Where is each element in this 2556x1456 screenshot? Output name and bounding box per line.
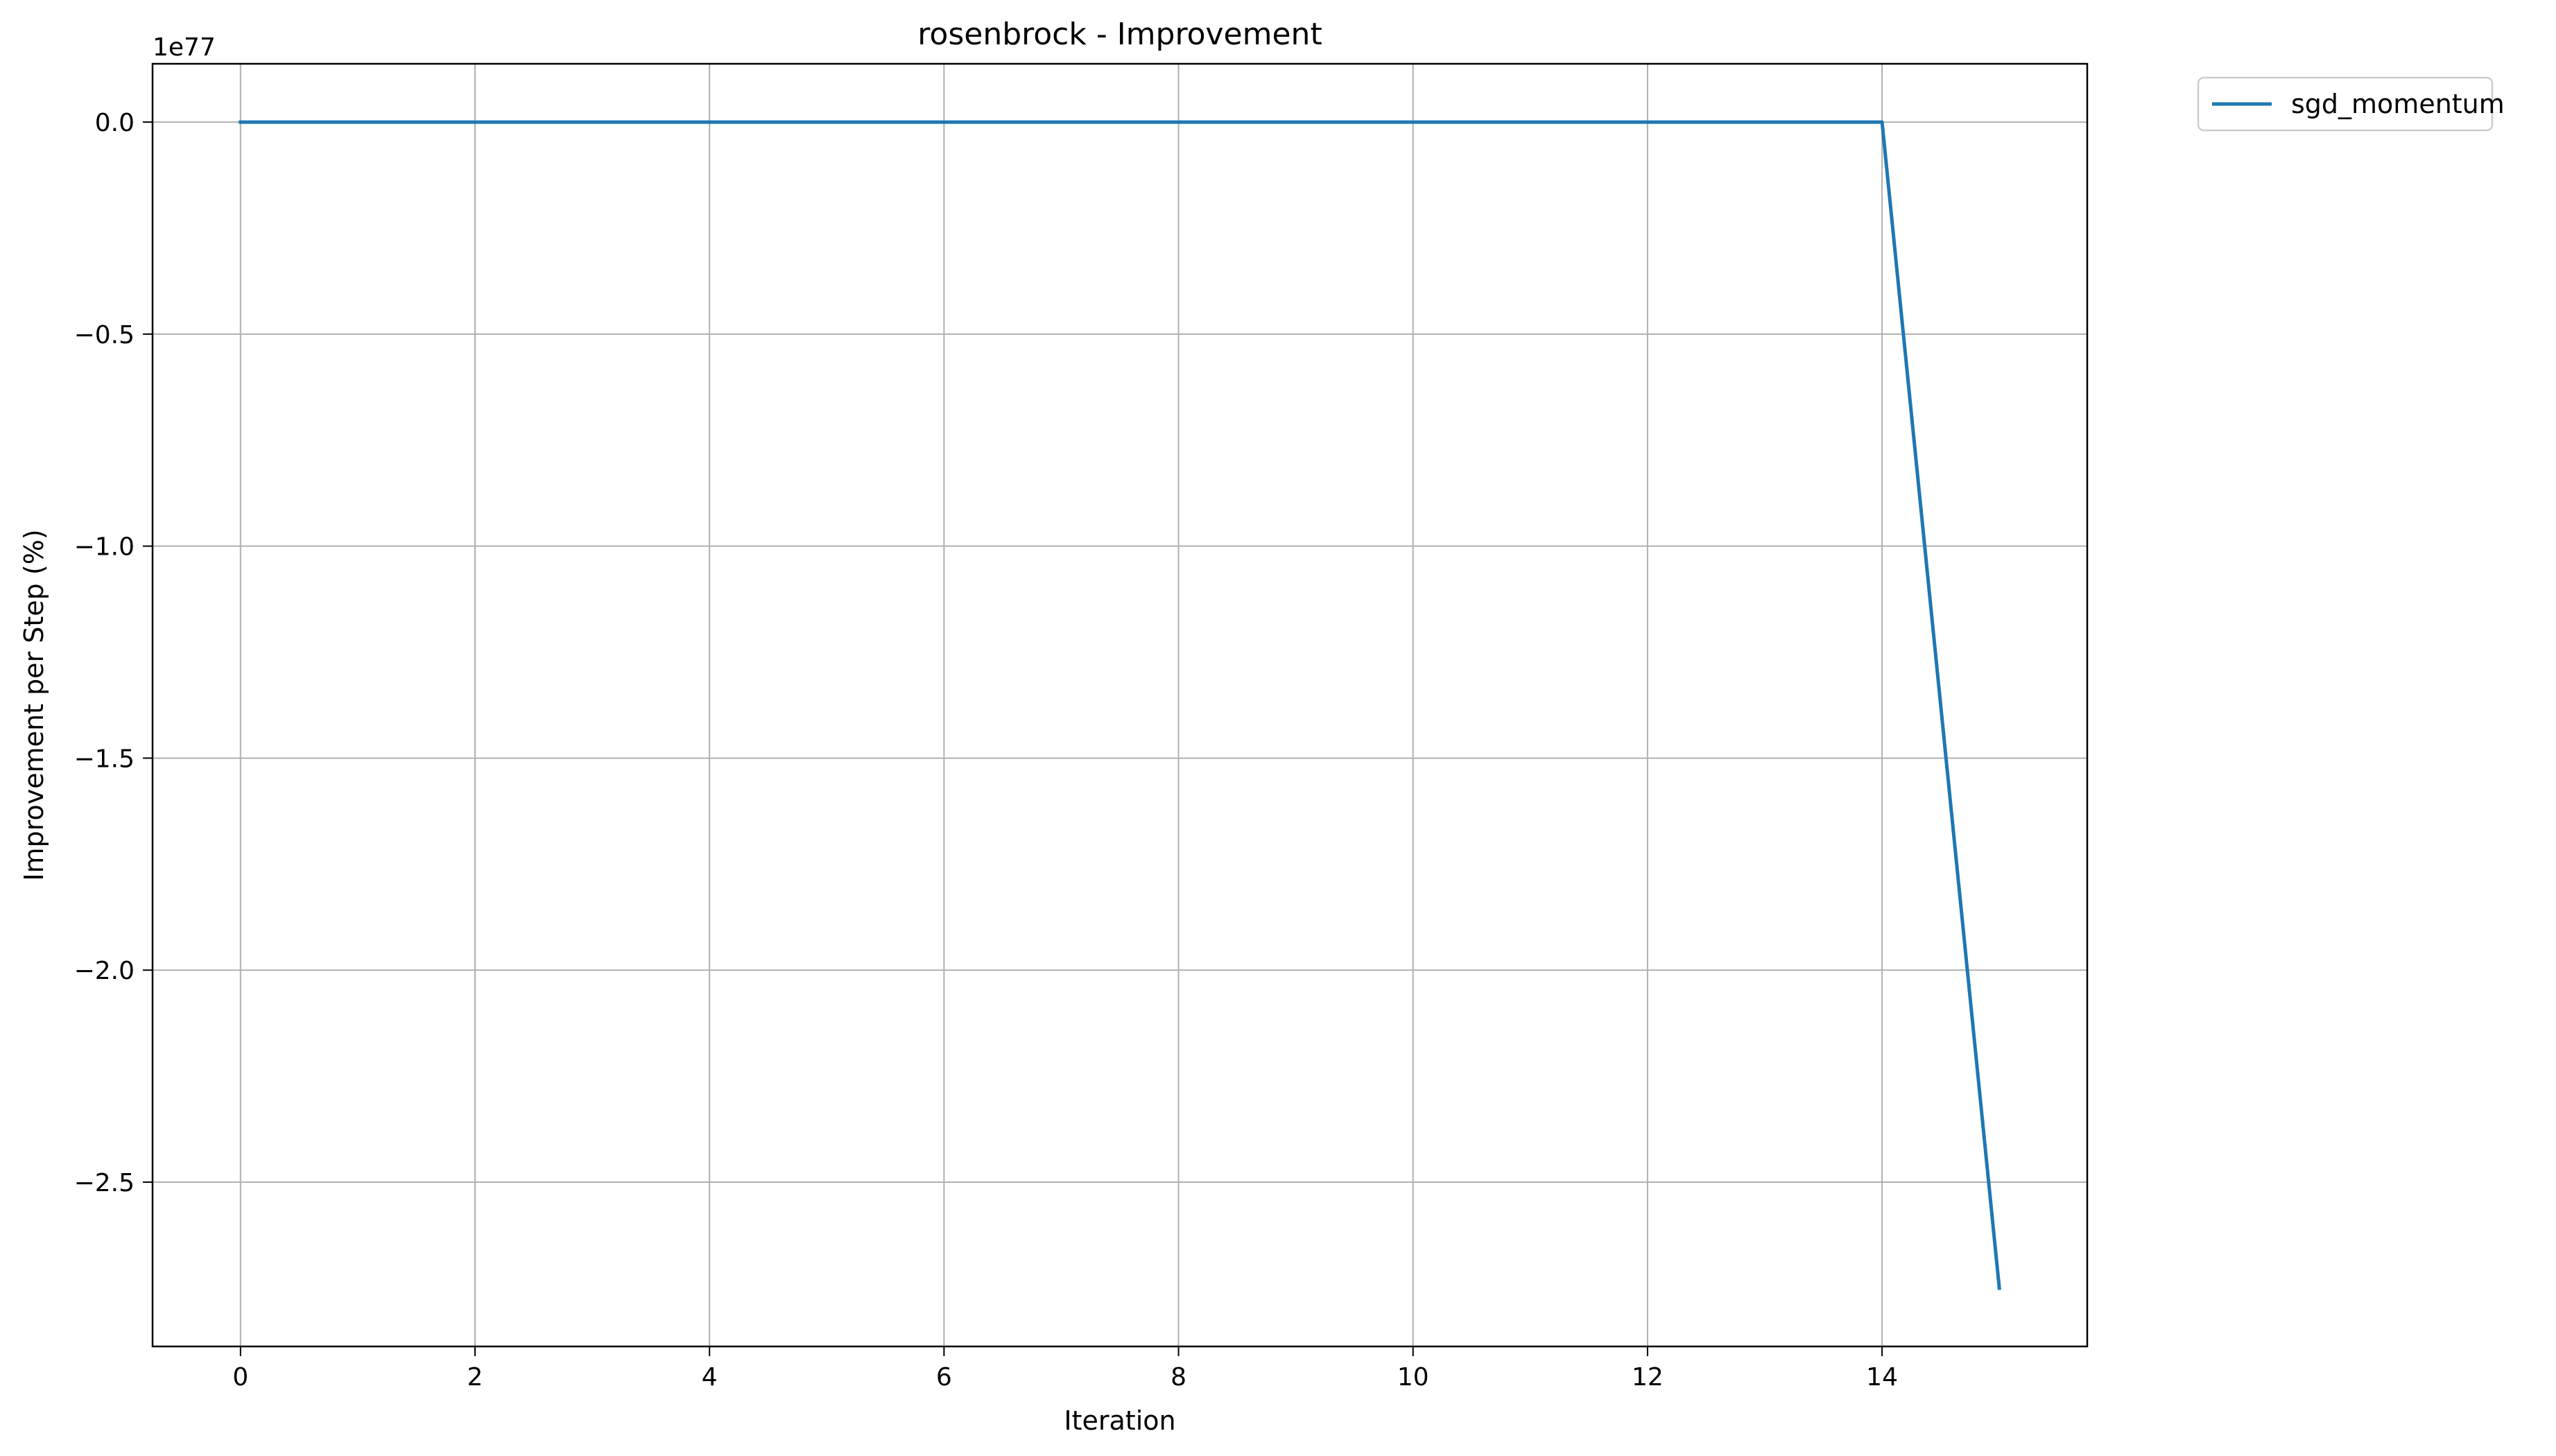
y-tick-label: −0.5 bbox=[74, 321, 135, 349]
y-tick-label: −1.0 bbox=[74, 533, 135, 562]
grid-lines bbox=[153, 64, 2087, 1346]
x-tick-label: 0 bbox=[232, 1363, 248, 1392]
series-lines bbox=[239, 120, 2001, 1290]
x-tick-label: 8 bbox=[1171, 1363, 1186, 1392]
axes-frame bbox=[151, 62, 2089, 1348]
y-tick-label: −2.0 bbox=[74, 957, 135, 985]
y-axis-label: Improvement per Step (%) bbox=[19, 529, 49, 881]
x-axis-label: Iteration bbox=[1064, 1405, 1175, 1436]
x-tick-label: 2 bbox=[467, 1363, 483, 1392]
x-tick-label: 10 bbox=[1397, 1363, 1429, 1392]
y-tick-label: 0.0 bbox=[95, 109, 135, 137]
tick-marks-and-labels: 0 2 4 6 8 10 12 14 0.0 −0.5 −1.0 −1.5 −2.0 −2.5 bbox=[74, 109, 1898, 1392]
legend: sgd_momentum bbox=[2197, 76, 2505, 132]
series-line-sgd-momentum bbox=[239, 120, 2001, 1290]
x-tick-label: 6 bbox=[936, 1363, 952, 1392]
y-tick-label: −2.5 bbox=[74, 1169, 135, 1197]
legend-box bbox=[2197, 76, 2494, 132]
y-axis-offset-label: 1e77 bbox=[153, 33, 216, 62]
chart-title: rosenbrock - Improvement bbox=[917, 17, 1322, 52]
y-tick-label: −1.5 bbox=[74, 745, 135, 773]
x-tick-label: 12 bbox=[1632, 1363, 1664, 1392]
legend-label-sgd-momentum: sgd_momentum bbox=[2291, 89, 2505, 119]
x-tick-label: 4 bbox=[702, 1363, 718, 1392]
x-tick-label: 14 bbox=[1866, 1363, 1898, 1392]
